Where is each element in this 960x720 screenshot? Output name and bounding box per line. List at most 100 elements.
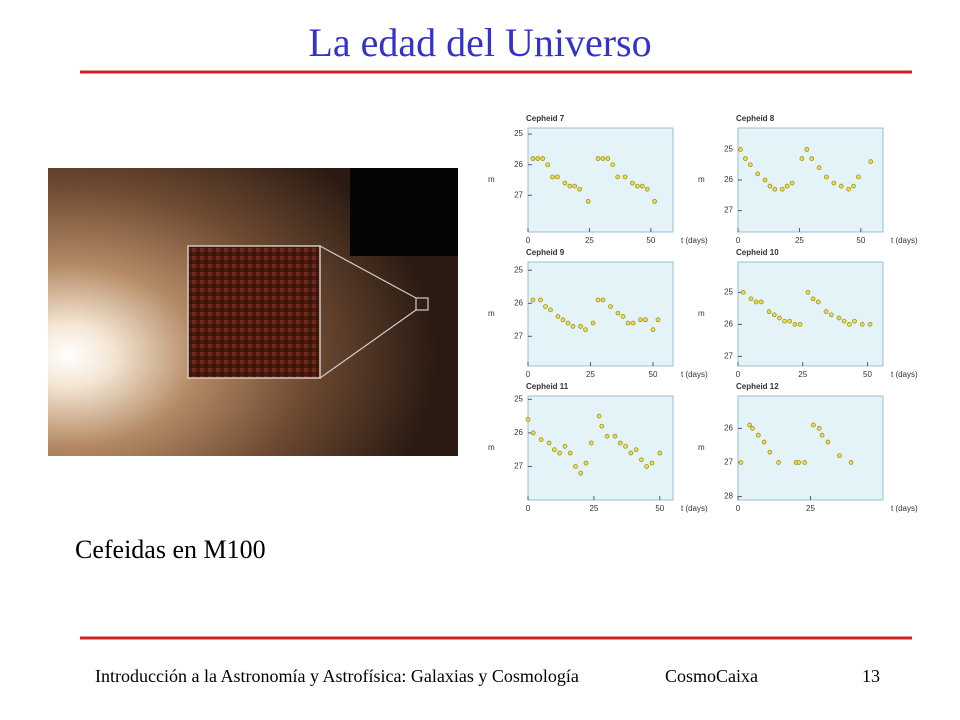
data-point (604, 433, 610, 439)
x-axis-label: t (days) (681, 236, 708, 245)
x-tick-label: 0 (736, 236, 741, 245)
data-point (572, 183, 578, 189)
data-point (758, 299, 764, 305)
data-point (570, 324, 576, 329)
data-point (650, 327, 656, 333)
data-point (633, 447, 639, 453)
chart-title: Cepheid 8 (736, 114, 775, 123)
data-point (557, 450, 562, 456)
data-point (617, 440, 623, 446)
y-tick-label: 27 (724, 458, 733, 467)
y-axis-label: m (698, 175, 705, 184)
caption: Cefeidas en M100 (75, 535, 266, 564)
data-point (787, 318, 793, 324)
x-axis-label: t (days) (681, 504, 708, 513)
data-point (825, 439, 831, 445)
data-point (585, 199, 591, 204)
data-point (577, 186, 582, 192)
cepheid-charts: Cepheid 7 t (days) m 0 25 50 25 26 27 Cepheid 8 t … (488, 114, 918, 513)
data-point (851, 183, 856, 189)
x-tick-label: 0 (526, 504, 531, 513)
data-point (784, 183, 790, 189)
data-point (565, 320, 571, 326)
data-point (596, 413, 602, 419)
data-point (538, 437, 544, 442)
y-tick-label: 27 (724, 352, 733, 361)
data-point (567, 183, 573, 189)
data-point (560, 317, 566, 323)
data-point (852, 318, 857, 324)
y-tick-label: 26 (514, 160, 523, 169)
data-point (738, 460, 744, 465)
data-point (562, 180, 568, 186)
y-tick-label: 26 (514, 298, 523, 307)
data-point (828, 312, 834, 318)
plot-area (737, 127, 884, 233)
data-point (595, 297, 601, 303)
data-point (804, 147, 810, 152)
plot-area (527, 395, 674, 501)
data-point (748, 296, 754, 302)
data-point (738, 147, 743, 152)
y-tick-label: 26 (724, 175, 733, 184)
y-axis-label: m (488, 443, 495, 452)
data-point (543, 304, 548, 309)
data-point (747, 422, 752, 428)
data-point (846, 322, 852, 327)
chart-title: Cepheid 10 (736, 248, 779, 257)
data-point (655, 317, 661, 323)
data-point (639, 457, 644, 463)
chart-title: Cepheid 9 (526, 248, 565, 257)
x-tick-label: 25 (806, 504, 815, 513)
y-tick-label: 25 (514, 265, 523, 274)
data-point (777, 315, 782, 321)
data-point (771, 312, 777, 318)
y-tick-label: 27 (514, 462, 523, 471)
data-point (819, 432, 825, 438)
data-point (530, 297, 536, 303)
y-tick-label: 27 (514, 331, 523, 340)
data-point (578, 324, 583, 329)
x-axis-label: t (days) (891, 504, 918, 513)
data-point (612, 433, 618, 439)
slide-title: La edad del Universo (308, 20, 651, 65)
data-point (552, 447, 557, 453)
data-point (567, 450, 573, 456)
x-axis-label: t (days) (891, 236, 918, 245)
y-tick-label: 25 (514, 129, 523, 138)
data-point (740, 290, 746, 295)
data-point (805, 290, 811, 295)
y-tick-label: 25 (724, 288, 733, 297)
data-point (848, 460, 854, 465)
data-point (590, 320, 596, 326)
data-point (620, 314, 626, 319)
y-axis-label: m (488, 309, 495, 318)
footer-page: 13 (862, 666, 880, 686)
plot-area (737, 261, 884, 367)
data-point (562, 443, 568, 449)
data-point (546, 440, 552, 446)
x-tick-label: 25 (586, 370, 595, 379)
data-point (868, 159, 874, 164)
data-point (767, 449, 773, 455)
x-axis-label: t (days) (891, 370, 918, 379)
data-point (816, 165, 822, 171)
m100-image (48, 168, 458, 456)
data-point (573, 464, 578, 469)
data-point (782, 318, 787, 324)
chart-title: Cepheid 11 (526, 382, 569, 391)
footer-venue: CosmoCaixa (665, 666, 758, 686)
data-point (766, 309, 772, 314)
data-point (622, 174, 628, 180)
y-axis-label: m (698, 443, 705, 452)
data-point (772, 186, 778, 192)
data-point (615, 310, 621, 316)
data-point (837, 453, 842, 459)
data-point (630, 320, 636, 326)
data-point (649, 460, 655, 466)
data-point (630, 180, 635, 186)
plot-area (527, 261, 674, 367)
data-point (811, 422, 816, 428)
data-point (846, 186, 851, 192)
data-point (747, 162, 753, 168)
